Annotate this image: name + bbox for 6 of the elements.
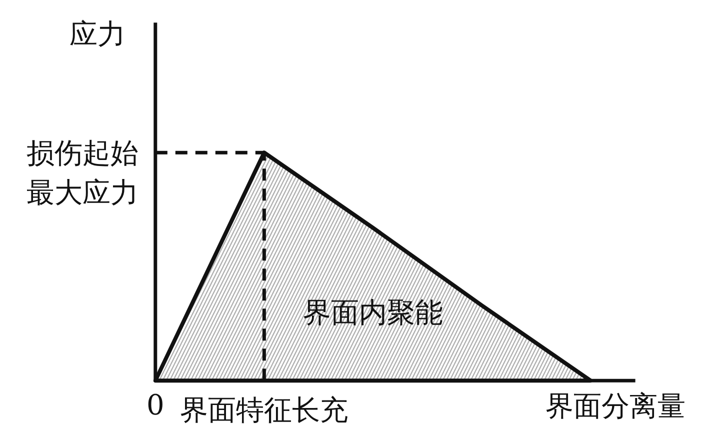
x-tick-label: 界面特征长充 <box>180 394 348 427</box>
ref-line-label: 损伤起始最大应力 <box>26 136 138 210</box>
y-axis-title: 应力 <box>69 18 126 51</box>
x-axis-title: 界面分离量 <box>545 390 686 423</box>
annotation: 界面内聚能 <box>302 296 443 329</box>
x-tick-label: 0 <box>146 388 164 422</box>
